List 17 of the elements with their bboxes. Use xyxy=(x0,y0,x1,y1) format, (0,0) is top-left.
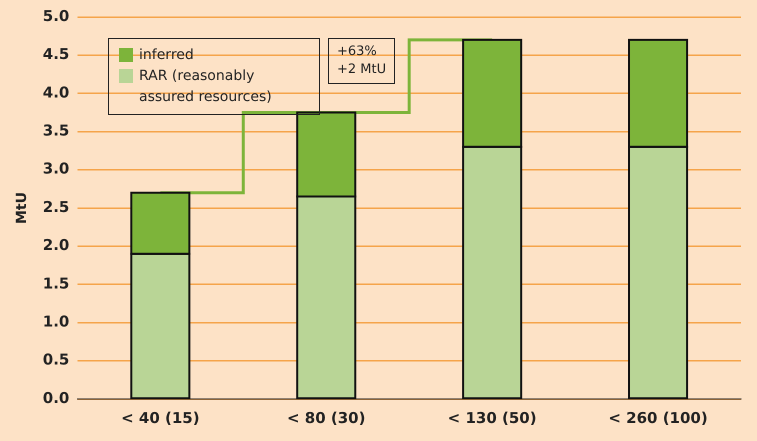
y-tick-label: 3.5 xyxy=(42,121,70,140)
y-tick-label: 0.5 xyxy=(42,350,70,369)
legend-label: RAR (reasonably assured resources) xyxy=(139,67,273,107)
y-tick-label: 1.5 xyxy=(42,274,70,292)
y-tick-label: 2.5 xyxy=(42,198,70,216)
y-tick-label: 0.0 xyxy=(42,388,70,407)
y-tick-label: 2.0 xyxy=(42,236,70,254)
y-tick-label: 3.0 xyxy=(42,160,70,178)
y-tick-label: 5.0 xyxy=(42,6,70,25)
y-axis-title: MtU xyxy=(14,192,30,224)
x-tick-label: < 260 (100) xyxy=(608,408,708,427)
y-tick-label: 1.0 xyxy=(42,312,70,330)
y-tick-label: 4.0 xyxy=(42,83,70,102)
y-tick-label: 4.5 xyxy=(42,45,70,64)
x-tick-label: < 40 (15) xyxy=(121,408,200,427)
x-tick-label: < 80 (30) xyxy=(286,408,366,427)
x-tick-label: < 130 (50) xyxy=(448,408,537,427)
